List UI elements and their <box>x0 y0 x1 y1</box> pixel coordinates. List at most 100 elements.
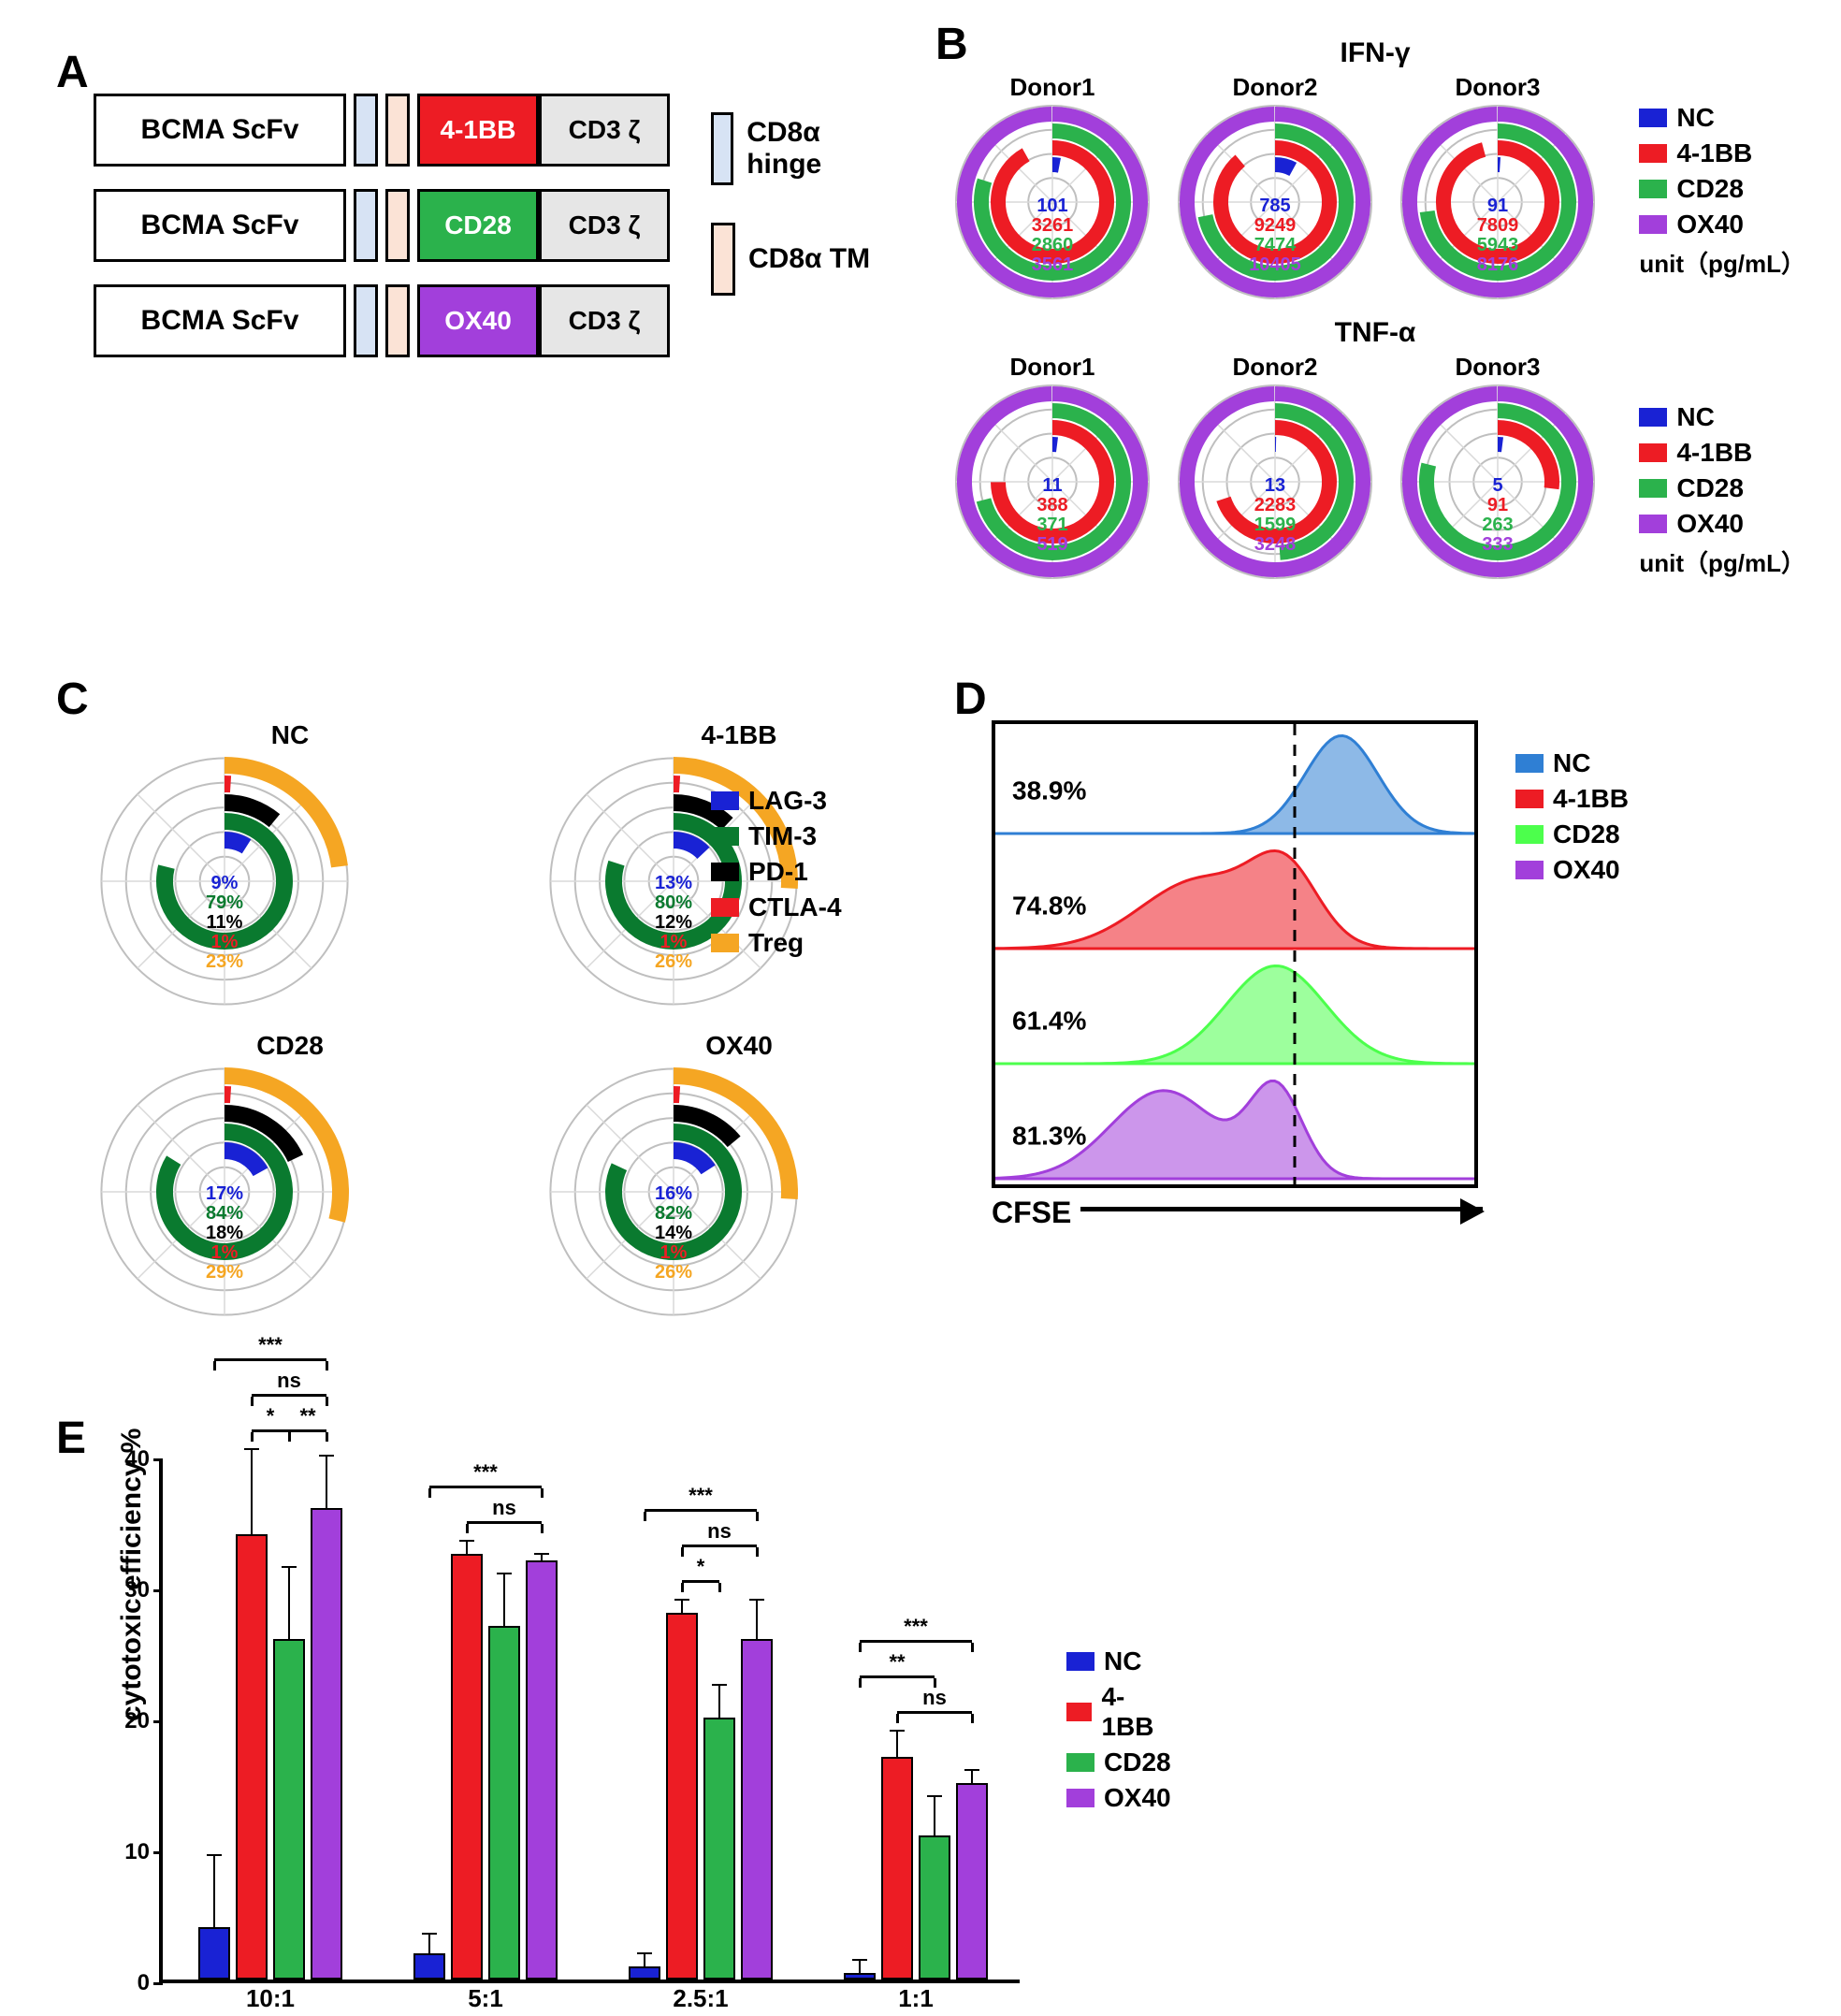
radial-value: 10405 <box>1249 255 1301 275</box>
legend-text: NC <box>1104 1646 1141 1676</box>
significance-label: *** <box>689 1484 713 1508</box>
unit-label: unit（pg/mL） <box>1639 544 1805 579</box>
bar <box>844 1973 876 1980</box>
donor-label: Donor3 <box>1399 73 1596 102</box>
radial-value: 101 <box>1032 196 1074 216</box>
bar <box>956 1783 988 1980</box>
radial-chart: OX40 16%82%14%1%26% <box>543 1031 935 1323</box>
bar-chart: cytotoxic efficiency % 01020304010:1***n… <box>159 1459 1020 1983</box>
y-tick-label: 0 <box>138 1970 150 1996</box>
legend-item: NC <box>1639 103 1805 133</box>
y-tick-label: 20 <box>124 1708 150 1734</box>
tm-box <box>385 94 410 167</box>
legend-text: 4-1BB <box>1676 438 1752 468</box>
radial-chart: Donor3 91780959438176 <box>1399 73 1596 300</box>
tm-box <box>385 284 410 357</box>
cd3z-box: CD3 ζ <box>539 284 670 357</box>
legend-item: NC <box>1066 1646 1171 1676</box>
panel-d-label: D <box>954 674 987 725</box>
donor-label: Donor1 <box>954 73 1151 102</box>
radial-value: 18% <box>206 1224 243 1243</box>
panel-b: IFN-γ Donor1 101326128603561 Donor2 7859… <box>954 37 1796 580</box>
radial-value: 91 <box>1482 496 1513 515</box>
legend-text: CD8α TM <box>748 243 870 275</box>
legend-item: Treg <box>711 928 842 958</box>
cfse-axis-label: CFSE <box>992 1196 1071 1230</box>
legend-text: LAG-3 <box>748 786 827 816</box>
radial-value: 8176 <box>1477 255 1519 275</box>
legend-item: PD-1 <box>711 857 842 887</box>
costim-box: CD28 <box>417 189 539 262</box>
donor-label: Donor3 <box>1399 353 1596 382</box>
significance-label: ** <box>889 1650 905 1675</box>
panel-a: BCMA ScFv 4-1BB CD3 ζ BCMA ScFv CD28 CD3… <box>94 94 889 380</box>
significance-label: ns <box>707 1519 732 1544</box>
radial-value: 388 <box>1036 496 1067 515</box>
radial-chart: Donor2 7859249747410405 <box>1177 73 1373 300</box>
costim-box: OX40 <box>417 284 539 357</box>
radial-value: 79% <box>206 893 243 913</box>
legend-text: OX40 <box>1676 210 1744 239</box>
legend-text: CD28 <box>1553 819 1620 849</box>
legend-item: NC <box>1515 748 1629 778</box>
panel-d-legend: NC4-1BBCD28OX40 <box>1515 748 1629 891</box>
radial-value: 14% <box>655 1224 692 1243</box>
panel-b-legend-ifng: NC4-1BBCD28OX40unit（pg/mL） <box>1639 103 1805 280</box>
legend-item: NC <box>1639 402 1805 432</box>
panel-c-label: C <box>56 674 89 725</box>
cfse-axis-arrow <box>1080 1207 1483 1211</box>
radial-chart: CD28 17%84%18%1%29% <box>94 1031 486 1323</box>
radial-value: 1% <box>655 1243 692 1263</box>
radial-chart: NC 9%79%11%1%23% <box>94 720 486 1012</box>
y-tick-label: 10 <box>124 1839 150 1865</box>
radial-value: 16% <box>655 1184 692 1204</box>
bar <box>526 1560 558 1980</box>
legend-item: 4-1BB <box>1066 1682 1171 1742</box>
legend-item: 4-1BB <box>1639 138 1805 168</box>
svg-text:74.8%: 74.8% <box>1012 891 1086 920</box>
radial-value: 13 <box>1254 476 1297 496</box>
legend-item: OX40 <box>1066 1783 1171 1813</box>
legend-item: LAG-3 <box>711 786 842 816</box>
radial-value: 1% <box>206 933 243 952</box>
radial-title: OX40 <box>543 1031 935 1061</box>
panel-e-legend: NC 4-1BB CD28 OX40 <box>1066 1646 1171 1819</box>
radial-value: 9249 <box>1249 216 1301 236</box>
svg-text:38.9%: 38.9% <box>1012 776 1086 805</box>
radial-value: 519 <box>1036 535 1067 555</box>
legend-text: CD28 <box>1104 1748 1171 1777</box>
panel-c-legend: LAG-3 TIM-3 PD-1 CTLA-4 Treg <box>711 786 842 964</box>
radial-value: 333 <box>1482 535 1513 555</box>
significance-label: *** <box>473 1460 498 1485</box>
significance-label: ns <box>922 1686 947 1710</box>
hinge-box <box>354 284 378 357</box>
y-tick-label: 40 <box>124 1446 150 1472</box>
legend-item: CTLA-4 <box>711 892 842 922</box>
radial-value: 12% <box>655 913 692 933</box>
radial-chart: Donor3 591263333 <box>1399 353 1596 580</box>
x-tick-label: 2.5:1 <box>673 1984 728 2013</box>
radial-value: 785 <box>1249 196 1301 216</box>
radial-value: 82% <box>655 1204 692 1224</box>
costim-box: 4-1BB <box>417 94 539 167</box>
legend-item: TIM-3 <box>711 821 842 851</box>
panel-e-label: E <box>56 1413 86 1464</box>
donor-label: Donor2 <box>1177 353 1373 382</box>
legend-item: CD28 <box>1066 1748 1171 1777</box>
legend-text: 4-1BB <box>1553 784 1629 814</box>
radial-value: 84% <box>206 1204 243 1224</box>
legend-text: 4-1BB <box>1101 1682 1170 1742</box>
radial-value: 3248 <box>1254 535 1297 555</box>
legend-text: 4-1BB <box>1676 138 1752 168</box>
legend-item: 4-1BB <box>1515 784 1629 814</box>
bar <box>311 1508 342 1980</box>
ifng-title: IFN-γ <box>954 37 1796 69</box>
significance-label: ns <box>277 1369 301 1393</box>
legend-item: CD8α TM <box>711 223 889 296</box>
bar <box>488 1626 520 1980</box>
panel-a-legend: CD8α hingeCD8α TM <box>711 112 889 296</box>
radial-value: 91 <box>1477 196 1519 216</box>
unit-label: unit（pg/mL） <box>1639 245 1805 280</box>
radial-value: 13% <box>655 874 692 893</box>
legend-text: Treg <box>748 928 804 958</box>
